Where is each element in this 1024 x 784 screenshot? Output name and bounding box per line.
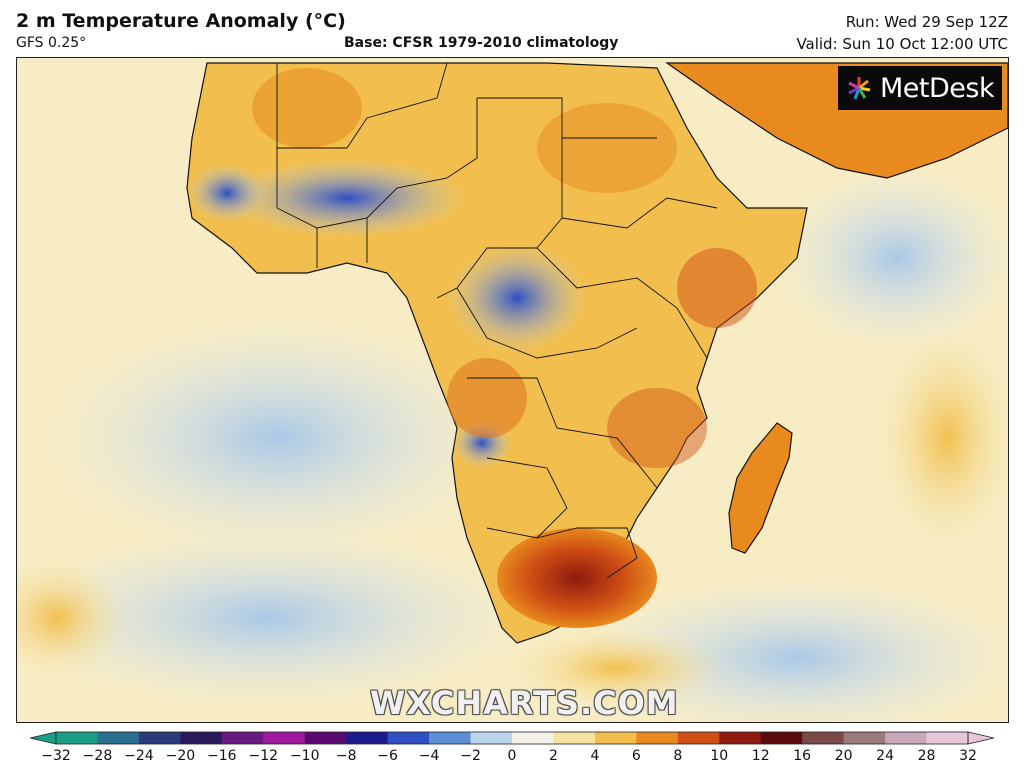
colorbar-right-arrow <box>967 731 995 745</box>
madagascar-landmass <box>728 422 793 554</box>
wxcharts-watermark: WXCHARTS.COM <box>370 684 679 722</box>
metdesk-logo: MetDesk <box>838 66 1002 110</box>
colorbar-segment <box>885 732 928 744</box>
colorbar-segment <box>180 732 223 744</box>
colorbar-segment <box>760 732 803 744</box>
colorbar-segment <box>304 732 347 744</box>
colorbar-tick-label: −6 <box>377 748 398 764</box>
colorbar-segment <box>56 732 98 744</box>
colorbar-tick-label: 20 <box>834 748 853 764</box>
colorbar-tick-label: −10 <box>289 748 320 764</box>
colorbar-segment <box>470 732 513 744</box>
colorbar-tick-label: −16 <box>207 748 237 764</box>
agulhas-warm-anomaly <box>507 628 727 708</box>
colorbar-tick-label: 2 <box>548 748 558 764</box>
colorbar-tick-label: −24 <box>124 748 154 764</box>
metdesk-logo-text: MetDesk <box>880 72 995 104</box>
anomaly-map-canvas <box>17 58 1008 722</box>
metdesk-logo-icon <box>848 77 871 100</box>
colorbar-tick-label: −20 <box>165 748 196 764</box>
sahara-warm-anomaly <box>252 68 362 148</box>
colorbar-segment <box>221 732 264 744</box>
colorbar-outline <box>55 731 969 745</box>
sahel-cold-anomaly <box>227 158 467 238</box>
south-africa-warm-anomaly <box>497 528 657 628</box>
colorbar-segment <box>677 732 720 744</box>
colorbar <box>29 731 995 745</box>
colorbar-segment <box>387 732 430 744</box>
colorbar-tick-label: −32 <box>41 748 71 764</box>
colorbar-segment <box>926 732 969 744</box>
colorbar-segment <box>97 732 140 744</box>
valid-time-label: Valid: Sun 10 Oct 12:00 UTC <box>796 35 1008 53</box>
west-africa-cold-anomaly <box>187 163 267 223</box>
atlantic-cool-anomaly <box>47 318 507 558</box>
east-warm-sea-anomaly <box>877 328 1008 548</box>
congo-cold-anomaly <box>447 243 587 353</box>
angola-warm-anomaly <box>447 358 527 438</box>
colorbar-segment <box>553 732 596 744</box>
colorbar-segment <box>636 732 679 744</box>
colorbar-tick-label: 28 <box>917 748 936 764</box>
colorbar-tick-label: 24 <box>876 748 894 764</box>
south-atlantic-cool-anomaly <box>17 528 527 708</box>
colorbar-segment <box>719 732 762 744</box>
colorbar-tick-label: −8 <box>335 748 357 764</box>
colorbar-tick-label: −2 <box>460 748 481 764</box>
colorbar-tick-label: 32 <box>959 748 977 764</box>
colorbar-tick-label: −12 <box>248 748 279 764</box>
colorbar-tick-label: −28 <box>82 748 113 764</box>
run-time-label: Run: Wed 29 Sep 12Z <box>845 13 1008 31</box>
colorbar-tick-label: 4 <box>590 748 600 764</box>
colorbar-tick-label: 12 <box>751 748 770 764</box>
colorbar-segment <box>429 732 472 744</box>
arabian-sea-cool-anomaly <box>777 168 1008 348</box>
base-climatology-label: Base: CFSR 1979-2010 climatology <box>344 35 619 51</box>
horn-warm-anomaly <box>677 248 757 328</box>
model-label: GFS 0.25° <box>16 35 87 51</box>
colorbar-tick-label: 0 <box>507 748 517 764</box>
colorbar-tick-label: 6 <box>631 748 641 764</box>
colorbar-segment <box>512 732 554 744</box>
colorbar-segment <box>138 732 181 744</box>
anomaly-map[interactable] <box>16 57 1009 723</box>
colorbar-segment <box>594 732 637 744</box>
chart-title: 2 m Temperature Anomaly (°C) <box>16 10 346 32</box>
colorbar-segment <box>263 732 306 744</box>
colorbar-segment <box>843 732 886 744</box>
colorbar-tick-label: −4 <box>418 748 440 764</box>
colorbar-segment <box>346 732 389 744</box>
colorbar-segment <box>802 732 845 744</box>
west-warm-sea-anomaly <box>17 558 127 678</box>
country-borders <box>276 62 718 579</box>
colorbar-tick-label: 16 <box>793 748 812 764</box>
mozambique-warm-anomaly <box>607 388 707 468</box>
colorbar-tick-label: 10 <box>710 748 729 764</box>
sudan-warm-anomaly <box>537 103 677 193</box>
colorbar-tick-label: 8 <box>673 748 683 764</box>
colorbar-left-arrow <box>29 731 57 745</box>
